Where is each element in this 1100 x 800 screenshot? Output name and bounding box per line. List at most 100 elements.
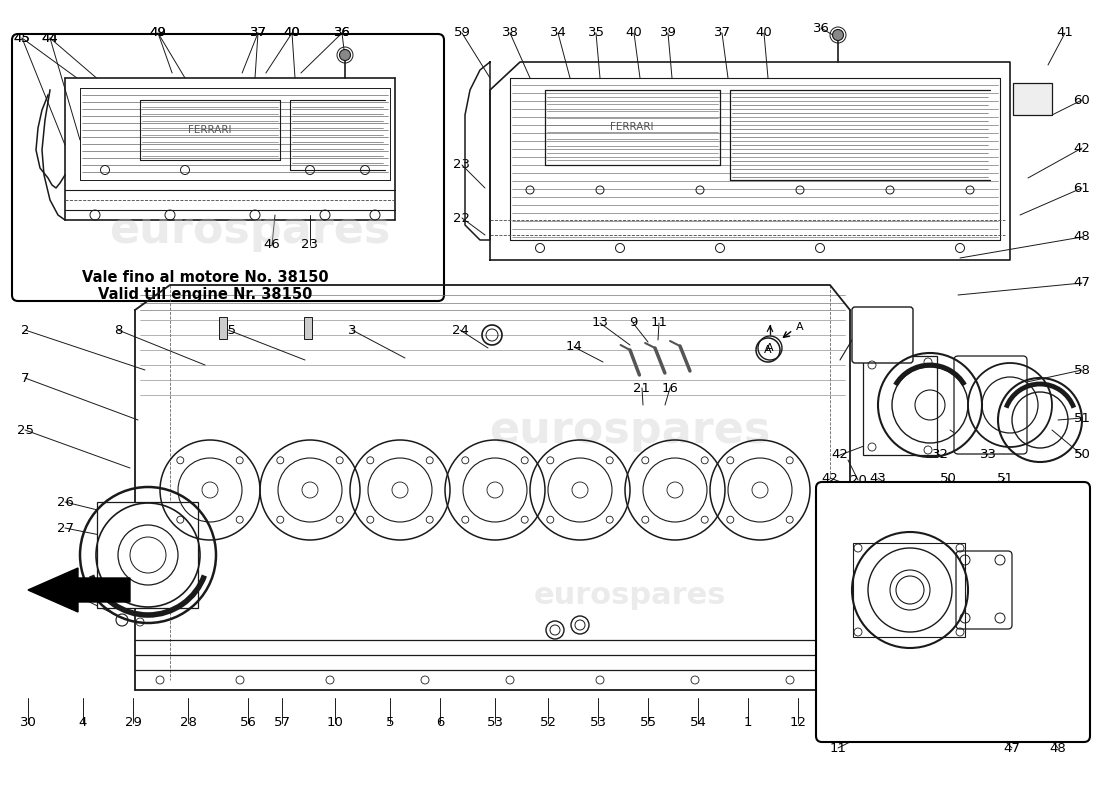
Text: 49: 49 bbox=[150, 26, 166, 39]
Text: 2: 2 bbox=[21, 323, 30, 337]
FancyBboxPatch shape bbox=[97, 502, 198, 608]
Text: 38: 38 bbox=[502, 26, 518, 39]
Text: 33: 33 bbox=[979, 449, 997, 462]
Text: 40: 40 bbox=[284, 26, 300, 39]
FancyBboxPatch shape bbox=[219, 317, 227, 339]
FancyBboxPatch shape bbox=[304, 317, 312, 339]
Circle shape bbox=[366, 457, 374, 464]
Circle shape bbox=[786, 516, 793, 523]
Text: 7: 7 bbox=[21, 371, 30, 385]
Text: 46: 46 bbox=[264, 238, 280, 251]
Circle shape bbox=[641, 516, 649, 523]
Text: 5: 5 bbox=[386, 717, 394, 730]
Text: 36: 36 bbox=[333, 26, 351, 39]
Text: 36: 36 bbox=[333, 26, 351, 39]
Text: 28: 28 bbox=[179, 717, 197, 730]
Text: 44: 44 bbox=[42, 31, 58, 45]
Text: 12: 12 bbox=[790, 717, 806, 730]
Text: 54: 54 bbox=[690, 717, 706, 730]
Text: 58: 58 bbox=[1074, 363, 1090, 377]
Text: 47: 47 bbox=[1074, 277, 1090, 290]
Text: eurospares: eurospares bbox=[490, 409, 771, 451]
Text: 36: 36 bbox=[813, 22, 829, 34]
Text: 34: 34 bbox=[550, 26, 566, 39]
Text: 9: 9 bbox=[629, 317, 637, 330]
Text: Vale fino al motore No. 38321: Vale fino al motore No. 38321 bbox=[818, 711, 1042, 725]
Text: 8: 8 bbox=[113, 323, 122, 337]
Text: eurospares: eurospares bbox=[109, 209, 390, 251]
Text: 59: 59 bbox=[453, 26, 471, 39]
Text: 51: 51 bbox=[997, 471, 1013, 485]
Text: 18: 18 bbox=[835, 717, 851, 730]
FancyBboxPatch shape bbox=[1013, 83, 1052, 115]
Text: 60: 60 bbox=[1074, 94, 1090, 106]
Text: 15: 15 bbox=[220, 323, 236, 337]
Circle shape bbox=[547, 457, 553, 464]
FancyBboxPatch shape bbox=[954, 356, 1027, 454]
Text: 48: 48 bbox=[1049, 742, 1066, 754]
Circle shape bbox=[727, 516, 734, 523]
Text: 29: 29 bbox=[124, 717, 142, 730]
Circle shape bbox=[786, 457, 793, 464]
Text: 37: 37 bbox=[250, 26, 266, 39]
Circle shape bbox=[606, 457, 613, 464]
Text: 53: 53 bbox=[590, 717, 606, 730]
Text: A: A bbox=[796, 322, 804, 332]
Text: 42: 42 bbox=[822, 471, 838, 485]
Text: 13: 13 bbox=[592, 317, 608, 330]
Text: 45: 45 bbox=[13, 31, 31, 45]
Text: Valid till engine Nr. 38321: Valid till engine Nr. 38321 bbox=[833, 726, 1027, 739]
Text: 39: 39 bbox=[660, 26, 676, 39]
FancyBboxPatch shape bbox=[12, 34, 444, 301]
Circle shape bbox=[521, 516, 528, 523]
Circle shape bbox=[547, 516, 553, 523]
Circle shape bbox=[366, 516, 374, 523]
Text: 53: 53 bbox=[486, 717, 504, 730]
Polygon shape bbox=[28, 568, 130, 612]
Text: 52: 52 bbox=[539, 717, 557, 730]
Text: 16: 16 bbox=[661, 382, 679, 394]
Circle shape bbox=[641, 457, 649, 464]
Text: 21: 21 bbox=[634, 382, 650, 394]
Text: 48: 48 bbox=[1074, 230, 1090, 243]
Text: 42: 42 bbox=[832, 449, 848, 462]
Text: 10: 10 bbox=[327, 717, 343, 730]
Circle shape bbox=[521, 457, 528, 464]
Text: 32: 32 bbox=[932, 449, 948, 462]
Text: 45: 45 bbox=[13, 31, 31, 45]
Text: 19: 19 bbox=[849, 518, 867, 531]
Circle shape bbox=[177, 457, 184, 464]
Text: 55: 55 bbox=[639, 717, 657, 730]
Text: 40: 40 bbox=[756, 26, 772, 39]
Text: A: A bbox=[764, 345, 772, 355]
Text: 37: 37 bbox=[250, 26, 266, 39]
Circle shape bbox=[426, 457, 433, 464]
Circle shape bbox=[277, 457, 284, 464]
Text: 37: 37 bbox=[714, 26, 730, 39]
Text: A: A bbox=[767, 343, 773, 353]
Text: FERRARI: FERRARI bbox=[610, 122, 653, 132]
Circle shape bbox=[277, 516, 284, 523]
Text: 51: 51 bbox=[1074, 411, 1090, 425]
Text: 14: 14 bbox=[565, 341, 582, 354]
Text: 49: 49 bbox=[150, 26, 166, 39]
Text: 31: 31 bbox=[56, 583, 74, 597]
Circle shape bbox=[701, 457, 708, 464]
Text: 27: 27 bbox=[56, 522, 74, 534]
Circle shape bbox=[462, 457, 469, 464]
Text: FERRARI: FERRARI bbox=[188, 125, 232, 135]
Circle shape bbox=[236, 457, 243, 464]
Text: 42: 42 bbox=[1074, 142, 1090, 154]
Circle shape bbox=[727, 457, 734, 464]
Text: 57: 57 bbox=[274, 717, 290, 730]
Circle shape bbox=[337, 516, 343, 523]
Text: A: A bbox=[906, 585, 914, 595]
Text: Valid till engine Nr. 38150: Valid till engine Nr. 38150 bbox=[98, 287, 312, 302]
Circle shape bbox=[340, 50, 351, 61]
Text: 1: 1 bbox=[744, 717, 752, 730]
FancyBboxPatch shape bbox=[816, 482, 1090, 742]
Text: 43: 43 bbox=[870, 471, 887, 485]
FancyBboxPatch shape bbox=[852, 307, 913, 363]
Text: 40: 40 bbox=[284, 26, 300, 39]
Text: 20: 20 bbox=[849, 474, 867, 486]
